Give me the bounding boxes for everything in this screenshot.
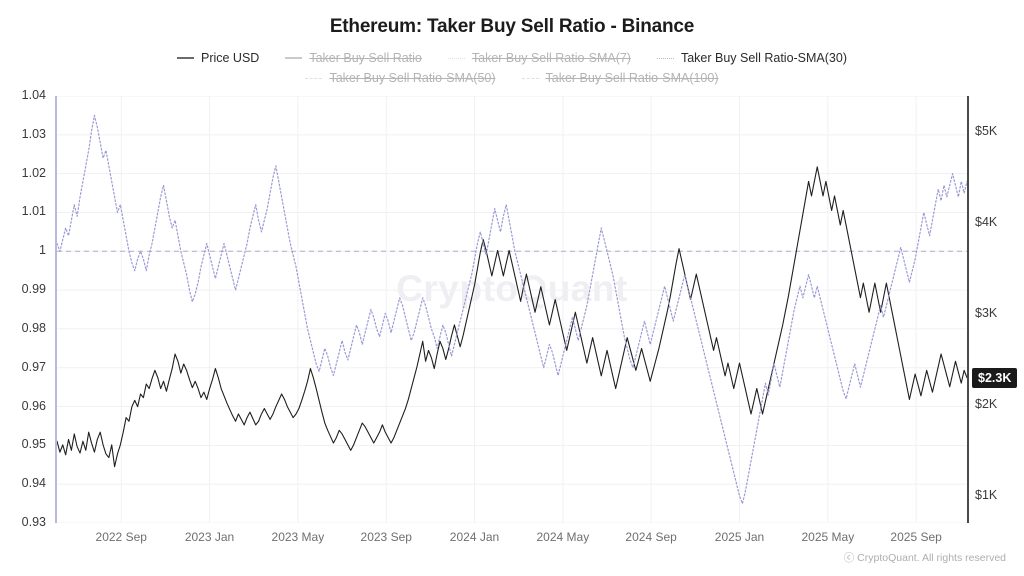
legend-line-marker-icon	[521, 77, 539, 79]
x-axis-tick-label: 2025 Jan	[714, 530, 765, 544]
gridlines	[57, 96, 967, 523]
plot-area	[57, 96, 967, 523]
legend-line-marker-icon	[176, 57, 194, 59]
legend-item-1[interactable]: Taker Buy Sell Ratio	[285, 48, 422, 68]
left-axis-tick-label: 0.96	[21, 398, 46, 413]
legend-item-3[interactable]: Taker Buy Sell Ratio-SMA(30)	[656, 48, 847, 68]
x-axis-tick-label: 2024 May	[536, 530, 590, 544]
right-axis-tick-label: $3K	[975, 306, 998, 321]
left-axis-tick-label: 1.03	[21, 126, 46, 141]
right-axis-tick-label: $1K	[975, 487, 998, 502]
page-title: Ethereum: Taker Buy Sell Ratio - Binance	[329, 16, 695, 37]
right-axis-tick-label: $4K	[975, 215, 998, 230]
left-axis-tick-label: 1.04	[21, 88, 46, 102]
legend-line-marker-icon	[656, 57, 674, 59]
current-price-badge: $2.3K	[972, 367, 1018, 388]
left-axis-tick-label: 0.97	[21, 359, 46, 374]
left-axis-tick-label: 0.95	[21, 437, 46, 452]
legend-item-label: Taker Buy Sell Ratio-SMA(7)	[471, 51, 631, 65]
legend-line-marker-icon	[447, 57, 465, 59]
legend-line-marker-icon	[305, 77, 323, 79]
legend-item-label: Price USD	[200, 51, 260, 65]
series-lines	[57, 114, 967, 505]
x-axis-tick-label: 2025 Sep	[890, 530, 942, 544]
right-axis-spine	[967, 96, 969, 523]
x-axis-tick-label: 2022 Sep	[95, 530, 147, 544]
legend-item-label: Taker Buy Sell Ratio	[309, 51, 422, 65]
legend-item-2[interactable]: Taker Buy Sell Ratio-SMA(7)	[447, 48, 631, 68]
x-axis-tick-label: 2025 May	[801, 530, 855, 544]
legend-item-label: Taker Buy Sell Ratio-SMA(100)	[545, 71, 719, 85]
left-axis-tick-label: 1.01	[21, 204, 46, 219]
left-axis-tick-label: 0.99	[21, 282, 46, 297]
legend-item-label: Taker Buy Sell Ratio-SMA(50)	[329, 71, 496, 85]
x-axis-tick-label: 2023 Sep	[360, 530, 412, 544]
left-axis-spine	[55, 96, 57, 523]
right-axis-tick-label: $5K	[975, 124, 998, 139]
left-axis-tick-label: 0.93	[21, 515, 46, 529]
left-axis-tick-label: 1.02	[21, 165, 46, 180]
x-axis-tick-label: 2023 May	[271, 530, 325, 544]
legend-line-marker-icon	[285, 57, 303, 59]
legend-item-label: Taker Buy Sell Ratio-SMA(30)	[680, 51, 847, 65]
right-axis-tick-label: $2K	[975, 396, 998, 411]
legend-item-4[interactable]: Taker Buy Sell Ratio-SMA(50)	[305, 68, 496, 88]
series-line-1	[57, 114, 967, 505]
chart-svg	[57, 96, 967, 523]
series-line-0	[57, 166, 967, 468]
x-axis-tick-label: 2024 Jan	[449, 530, 500, 544]
left-axis-tick-label: 0.98	[21, 320, 46, 335]
left-axis-tick-label: 1	[39, 243, 46, 258]
legend-item-0[interactable]: Price USD	[176, 48, 260, 68]
left-axis-tick-label: 0.94	[21, 476, 46, 491]
chart-legend: Price USD Taker Buy Sell Ratio Taker Buy S…	[0, 48, 1024, 88]
x-axis-tick-label: 2023 Jan	[184, 530, 235, 544]
copyright-notice: ⓒ CryptoQuant. All rights reserved	[843, 552, 1006, 564]
legend-item-5[interactable]: Taker Buy Sell Ratio-SMA(100)	[521, 68, 719, 88]
x-axis-tick-label: 2024 Sep	[625, 530, 677, 544]
